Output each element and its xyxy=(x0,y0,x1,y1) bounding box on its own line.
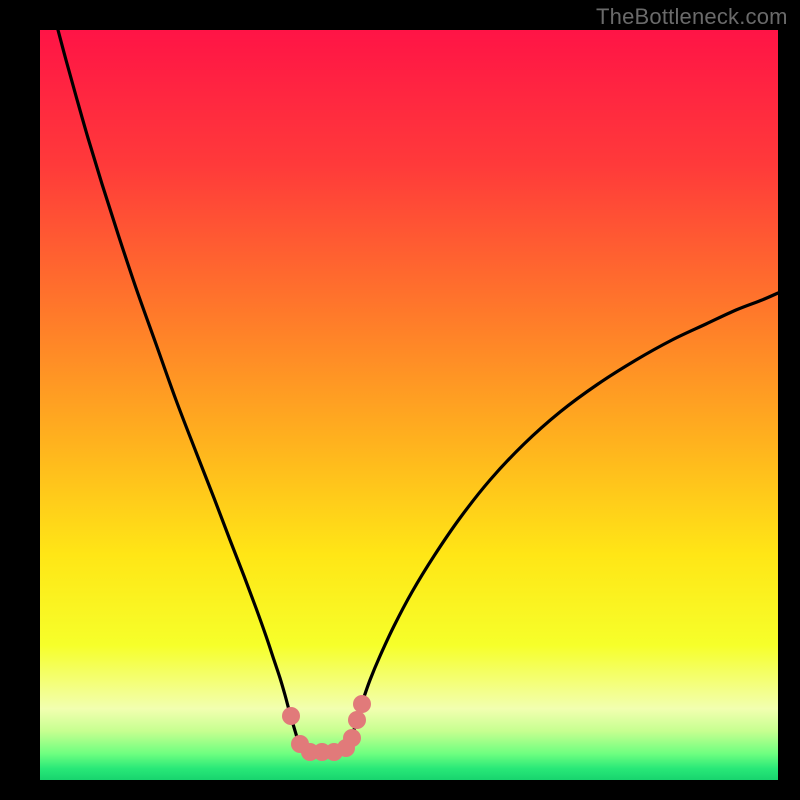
marker-dot xyxy=(353,695,371,713)
chart-svg xyxy=(0,0,800,800)
curve-right xyxy=(351,293,778,744)
watermark-text: TheBottleneck.com xyxy=(596,4,788,30)
marker-dot xyxy=(282,707,300,725)
curve-left xyxy=(58,30,299,744)
marker-dot xyxy=(348,711,366,729)
marker-dot xyxy=(343,729,361,747)
